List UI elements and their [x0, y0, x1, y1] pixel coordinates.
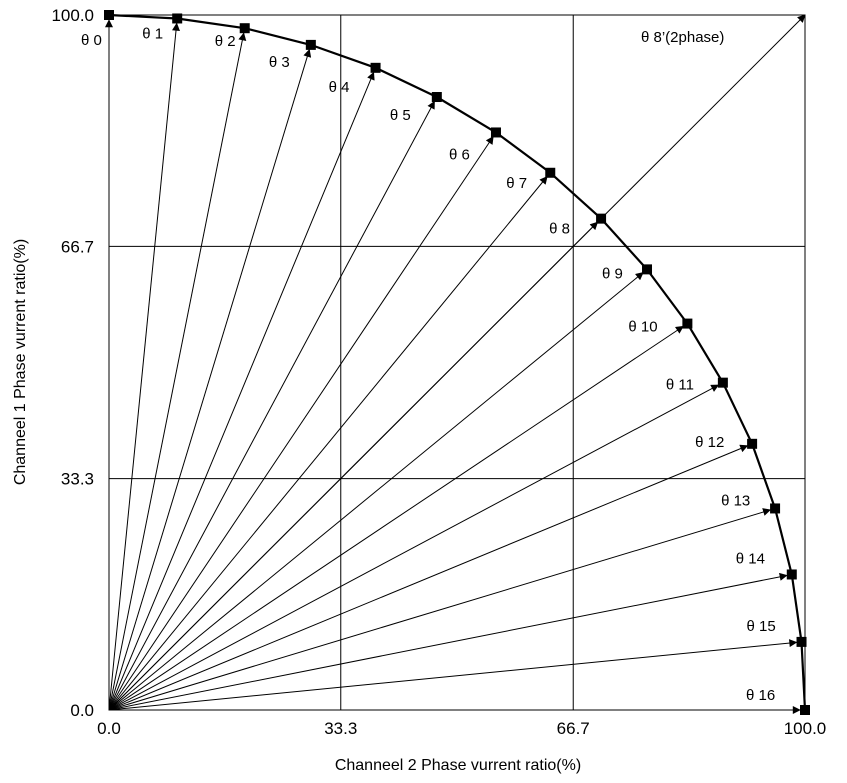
angle-label: θ 11 — [666, 377, 694, 394]
angle-label: θ 2 — [215, 33, 236, 50]
point-marker — [596, 213, 607, 224]
point-marker — [172, 13, 183, 24]
angle-label: θ 4 — [329, 79, 350, 96]
angle-label-2phase: θ 8’(2phase) — [641, 29, 724, 46]
point-marker — [431, 92, 442, 103]
vector-arrow — [108, 444, 749, 711]
vector-arrow — [108, 325, 684, 711]
y-tick-label: 0.0 — [70, 701, 94, 720]
point-marker — [490, 127, 501, 138]
vector-arrow — [108, 48, 312, 711]
angle-label: θ 15 — [747, 618, 776, 635]
y-tick-label: 33.3 — [61, 470, 94, 489]
x-tick-label: 33.3 — [324, 719, 357, 738]
angle-label: θ 12 — [695, 434, 724, 451]
vector-arrow-2phase — [108, 14, 806, 711]
angle-label: θ 9 — [602, 265, 623, 282]
vector-arrow — [108, 272, 644, 711]
angle-label: θ 3 — [269, 54, 290, 71]
vector-arrow — [108, 22, 180, 711]
vectors — [105, 14, 806, 714]
tick-labels: 0.00.0 33.3 33.3 66.7 66.7 100.0 100.0 — [51, 6, 826, 738]
point-marker — [800, 705, 810, 715]
point-marker — [305, 39, 316, 50]
angle-label: θ 13 — [721, 492, 750, 509]
point-marker — [239, 23, 250, 34]
point-marker — [370, 62, 381, 73]
vector-arrow — [108, 384, 720, 711]
vector-arrow — [108, 572, 788, 711]
point-marker — [717, 377, 728, 388]
angle-labels: θ 0 θ 1 θ 2 θ 3 θ 4 θ 5 θ 6 θ 7 θ 8 θ 9 θ 10 θ 11 θ … — [81, 25, 776, 704]
vector-arrow — [108, 508, 772, 711]
point-marker — [796, 636, 807, 647]
vector-arrow — [108, 135, 494, 711]
x-tick-label: 66.7 — [557, 719, 590, 738]
angle-label: θ 0 — [81, 32, 102, 49]
point-marker — [747, 438, 758, 449]
vector-arrow — [108, 176, 548, 711]
y-tick-label: 66.7 — [61, 237, 94, 256]
vector-arrow — [108, 100, 435, 711]
point-marker — [545, 167, 556, 178]
vector-arrow — [108, 639, 798, 711]
point-marker — [770, 503, 781, 514]
markers — [104, 10, 810, 715]
point-marker — [786, 569, 797, 580]
point-marker — [642, 264, 653, 275]
x-tick-label: 100.0 — [784, 719, 827, 738]
angle-label: θ 10 — [628, 319, 657, 336]
angle-label: θ 16 — [746, 687, 775, 704]
x-tick-label: 0.0 — [97, 719, 121, 738]
angle-label: θ 6 — [449, 146, 470, 163]
angle-label: θ 14 — [736, 550, 765, 567]
angle-label: θ 1 — [142, 25, 163, 42]
vector-arrow — [108, 32, 247, 711]
y-axis-title: Channeel 1 Phase vurrent ratio(%) — [12, 239, 29, 485]
angle-label: θ 5 — [390, 107, 411, 124]
y-tick-label: 100.0 — [51, 6, 94, 25]
angle-label: θ 8 — [549, 221, 570, 238]
vector-arrow — [108, 71, 375, 711]
angle-label: θ 7 — [506, 175, 527, 192]
point-marker — [682, 318, 693, 329]
point-marker — [104, 10, 114, 20]
x-axis-title: Channeel 2 Phase vurrent ratio(%) — [335, 757, 581, 774]
